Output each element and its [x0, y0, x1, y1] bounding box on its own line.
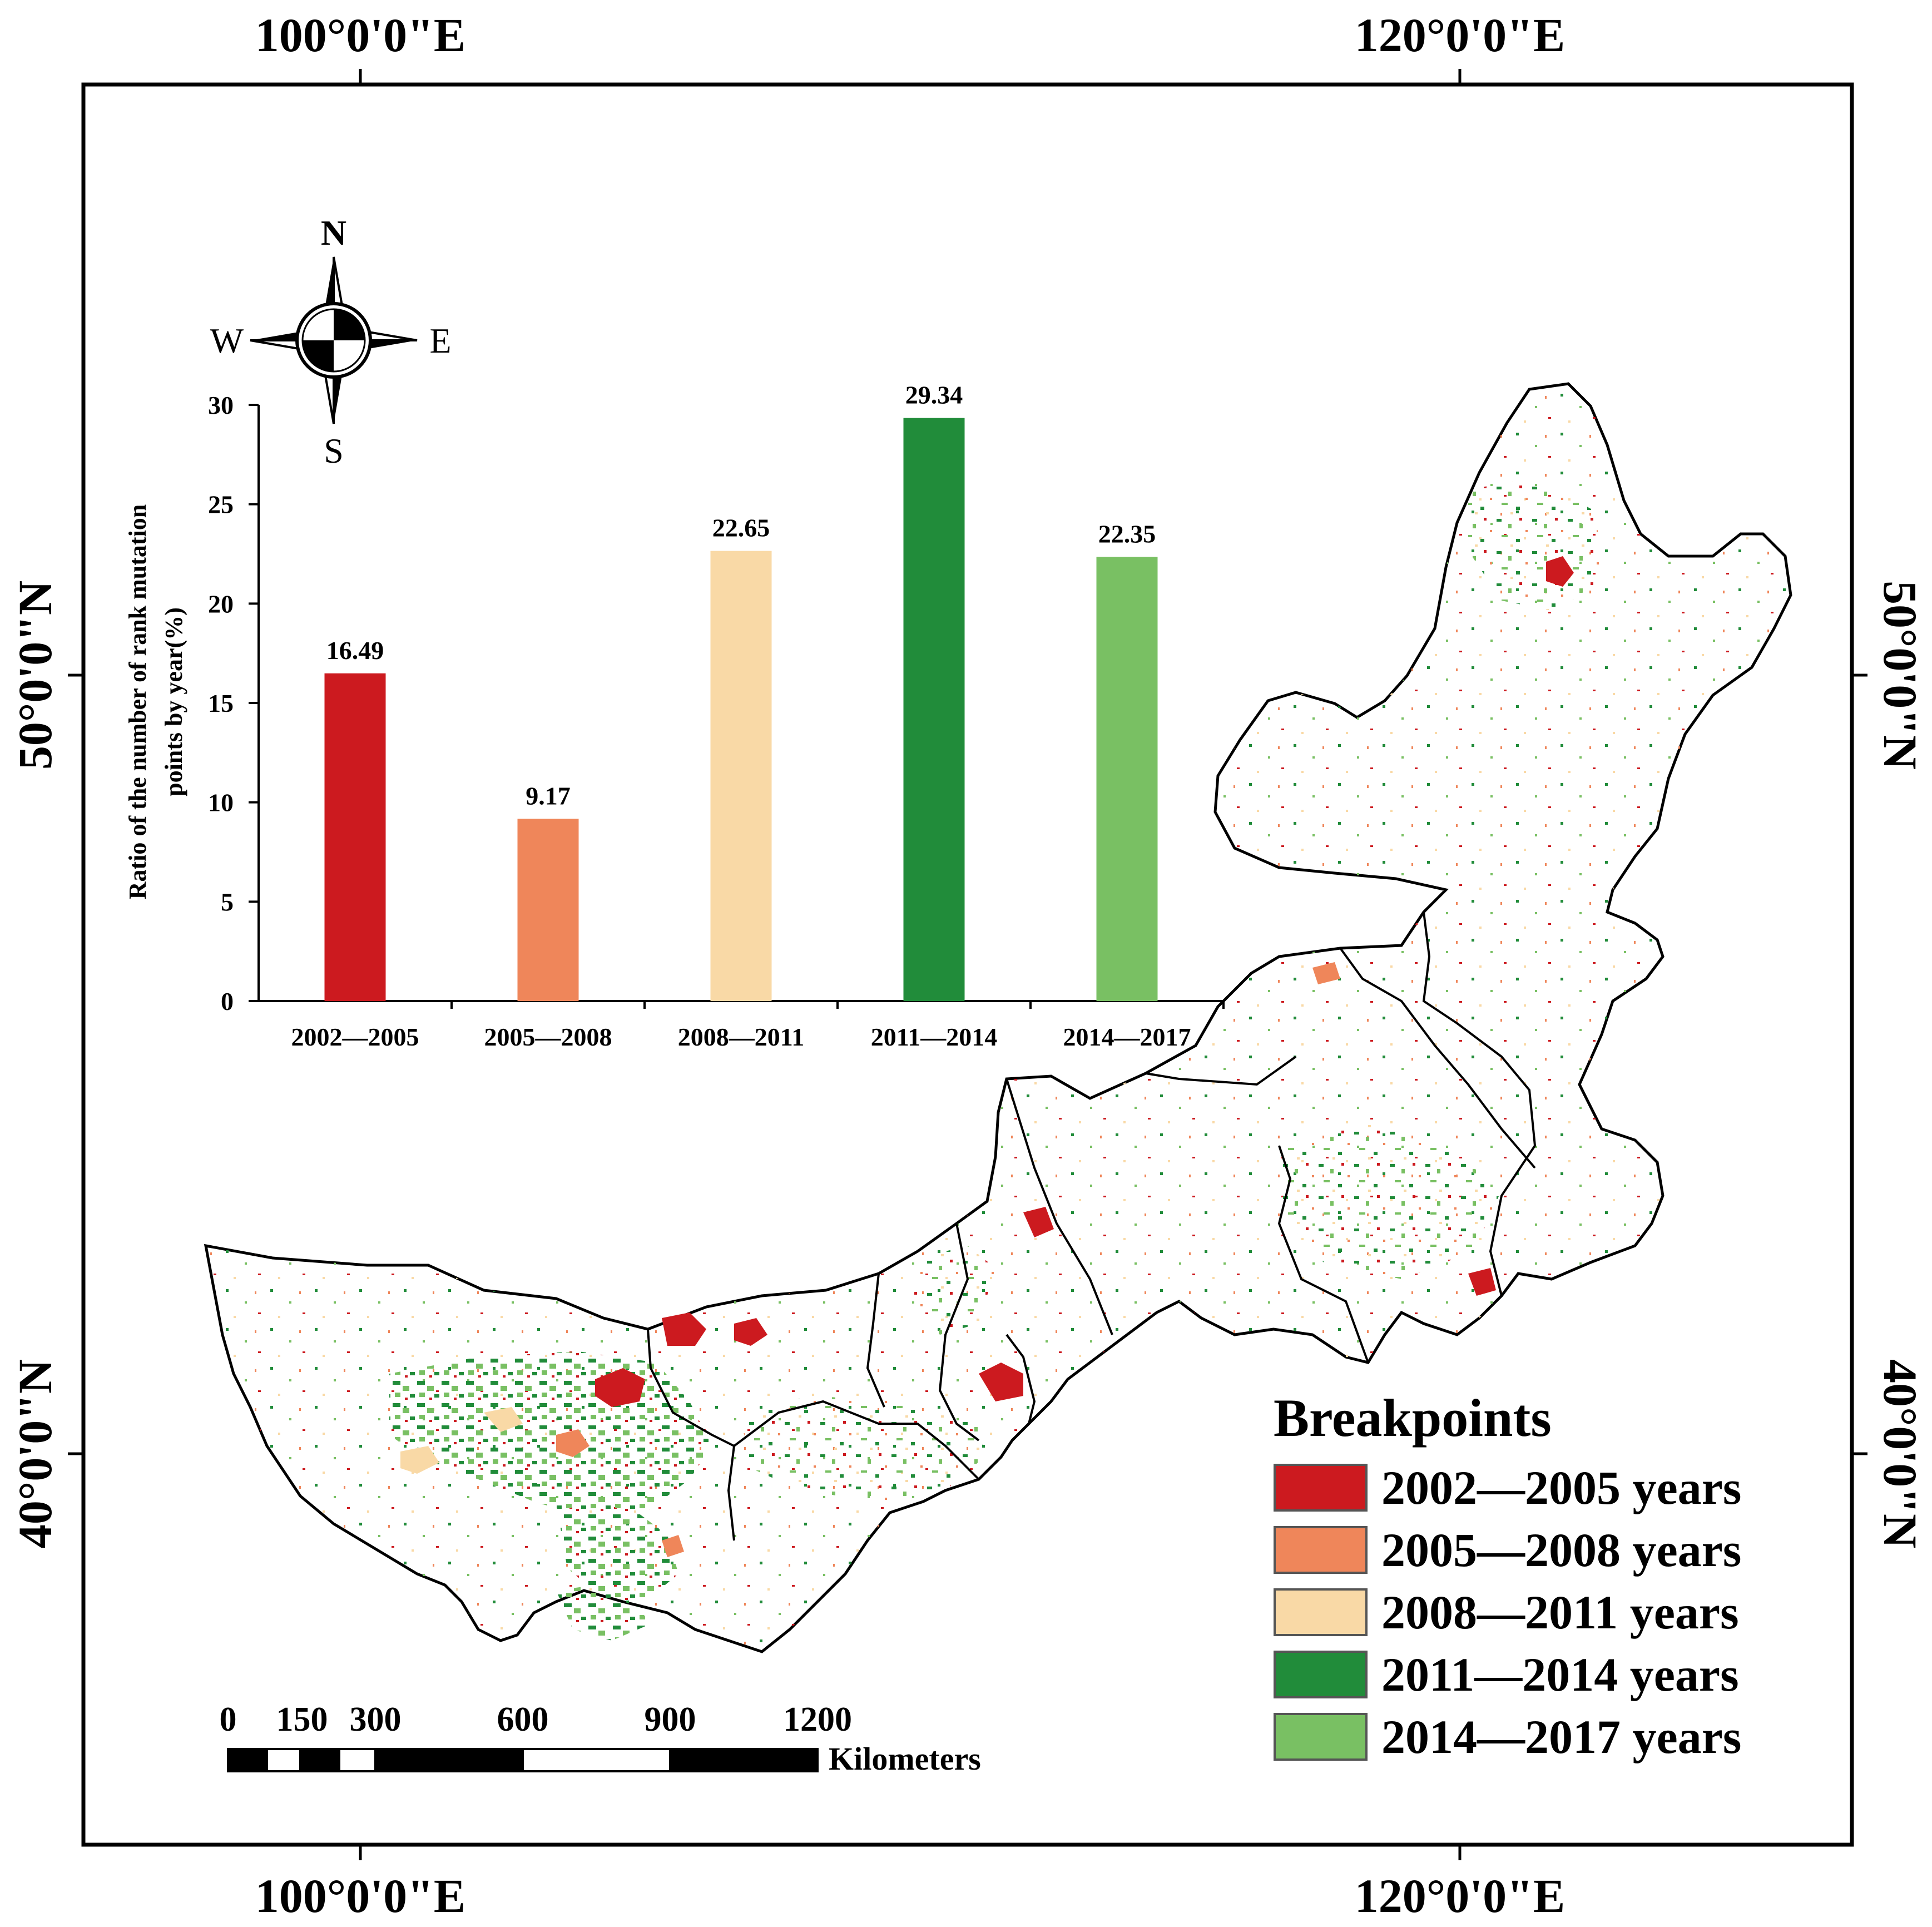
compass-quadrant-ne — [334, 309, 365, 340]
y-axis-title-line2: points by year(%) — [160, 607, 187, 796]
scale-unit-label: Kilometers — [829, 1741, 981, 1777]
west-green-patch-2 — [556, 1502, 678, 1602]
orange-cluster-3 — [1312, 962, 1340, 984]
scale-segment-1 — [227, 1748, 268, 1772]
bar-value-label: 22.65 — [712, 514, 770, 542]
legend-swatch — [1274, 1588, 1368, 1636]
y-tick-label: 5 — [221, 888, 234, 916]
red-cluster-1 — [595, 1368, 645, 1407]
x-tick-label: 2002—2005 — [291, 1023, 419, 1051]
southwest-patch — [556, 1585, 651, 1641]
x-tick-label: 2008—2011 — [678, 1023, 804, 1051]
region-map — [204, 382, 1792, 1653]
scale-segment-4 — [338, 1748, 377, 1772]
y-tick-label: 15 — [208, 689, 234, 717]
east-patch — [1279, 1123, 1502, 1279]
compass-label-n: N — [321, 213, 346, 252]
bar-4 — [903, 418, 965, 1001]
bar-2 — [517, 819, 579, 1001]
bar-1 — [324, 673, 386, 1001]
bar-value-label: 16.49 — [326, 636, 384, 665]
scale-tick-600: 600 — [497, 1701, 549, 1738]
y-axis-title-line1: Ratio of the number of rank mutation — [124, 504, 151, 900]
scale-segment-2 — [266, 1748, 301, 1772]
scale-segment-6 — [522, 1748, 671, 1772]
bar-value-label: 9.17 — [526, 781, 571, 810]
lon-label-top-left: 100°0'0"E — [255, 8, 465, 62]
scale-tick-150: 150 — [276, 1701, 328, 1738]
lat-label-lower-right: 40°0'0"N — [1874, 1359, 1927, 1548]
legend-label: 2014—2017 years — [1381, 1710, 1741, 1763]
legend-label: 2005—2008 years — [1381, 1523, 1741, 1577]
compass-quadrant-sw — [303, 340, 334, 371]
scale-segment-7 — [669, 1748, 819, 1772]
lat-label-upper-left: 50°0'0"N — [8, 581, 62, 770]
y-tick-label: 20 — [208, 590, 234, 618]
compass-label-s: S — [324, 431, 344, 470]
legend-label: 2008—2011 years — [1381, 1586, 1739, 1639]
lon-label-top-right: 120°0'0"E — [1355, 8, 1565, 62]
legend-swatch — [1274, 1713, 1368, 1761]
compass-label-w: W — [210, 321, 244, 360]
y-tick-label: 10 — [208, 789, 234, 817]
central-patch — [740, 1396, 984, 1502]
red-cluster-6 — [1546, 556, 1574, 587]
map-frame — [81, 82, 1854, 1847]
lon-label-bottom-right: 120°0'0"E — [1355, 1869, 1565, 1923]
legend-label: 2002—2005 years — [1381, 1461, 1741, 1514]
x-tick-label: 2011—2014 — [871, 1023, 997, 1051]
red-cluster-7 — [1468, 1268, 1496, 1296]
legend-swatch — [1274, 1464, 1368, 1512]
red-cluster-4 — [979, 1363, 1023, 1401]
red-cluster-3 — [734, 1318, 767, 1346]
bar-3 — [710, 551, 772, 1001]
region-speckle-fill — [206, 384, 1791, 1652]
compass-inner-ring — [301, 308, 366, 373]
scale-tick-1200: 1200 — [783, 1701, 852, 1738]
beige-cluster-1 — [484, 1407, 523, 1432]
legend-swatch — [1274, 1651, 1368, 1698]
scale-tick-300: 300 — [350, 1701, 402, 1738]
legend-title: Breakpoints — [1274, 1388, 1552, 1448]
scale-segment-5 — [374, 1748, 524, 1772]
north-arrow: N S E W — [210, 213, 452, 470]
scale-tick-900: 900 — [645, 1701, 696, 1738]
north-central-patch — [912, 1246, 995, 1335]
legend: Breakpoints 2002—2005 years 2005—2008 yea… — [1274, 1388, 1741, 1763]
scale-bar: 0 150 300 600 900 1200 Kilometers — [220, 1701, 981, 1777]
lon-label-bottom-left: 100°0'0"E — [255, 1869, 465, 1923]
scale-segment-3 — [299, 1748, 340, 1772]
scale-tick-0: 0 — [220, 1701, 237, 1738]
y-tick-label: 30 — [208, 391, 234, 419]
bar-value-label: 22.35 — [1098, 519, 1156, 548]
y-tick-label: 25 — [208, 491, 234, 519]
red-cluster-2 — [662, 1312, 706, 1346]
legend-swatch — [1274, 1526, 1368, 1574]
legend-label: 2011—2014 years — [1381, 1648, 1739, 1701]
bar-value-label: 29.34 — [905, 381, 963, 409]
beige-cluster-2 — [400, 1446, 439, 1474]
y-tick-label: 0 — [221, 987, 234, 1015]
bar-5 — [1096, 557, 1158, 1001]
x-tick-label: 2005—2008 — [484, 1023, 612, 1051]
red-cluster-5 — [1023, 1207, 1054, 1237]
orange-cluster-2 — [662, 1535, 684, 1557]
compass-label-e: E — [429, 321, 451, 360]
lat-label-lower-left: 40°0'0"N — [8, 1359, 62, 1548]
lat-label-upper-right: 50°0'0"N — [1874, 581, 1927, 770]
orange-cluster-1 — [556, 1429, 589, 1457]
x-tick-label: 2014—2017 — [1063, 1023, 1191, 1051]
admin-boundaries — [647, 912, 1537, 1541]
graticule-ticks — [68, 69, 1867, 1860]
bar-chart: 0 5 10 15 20 25 30 16.49 2002—2005 9.17 2005—2008 2… — [124, 381, 1225, 1051]
